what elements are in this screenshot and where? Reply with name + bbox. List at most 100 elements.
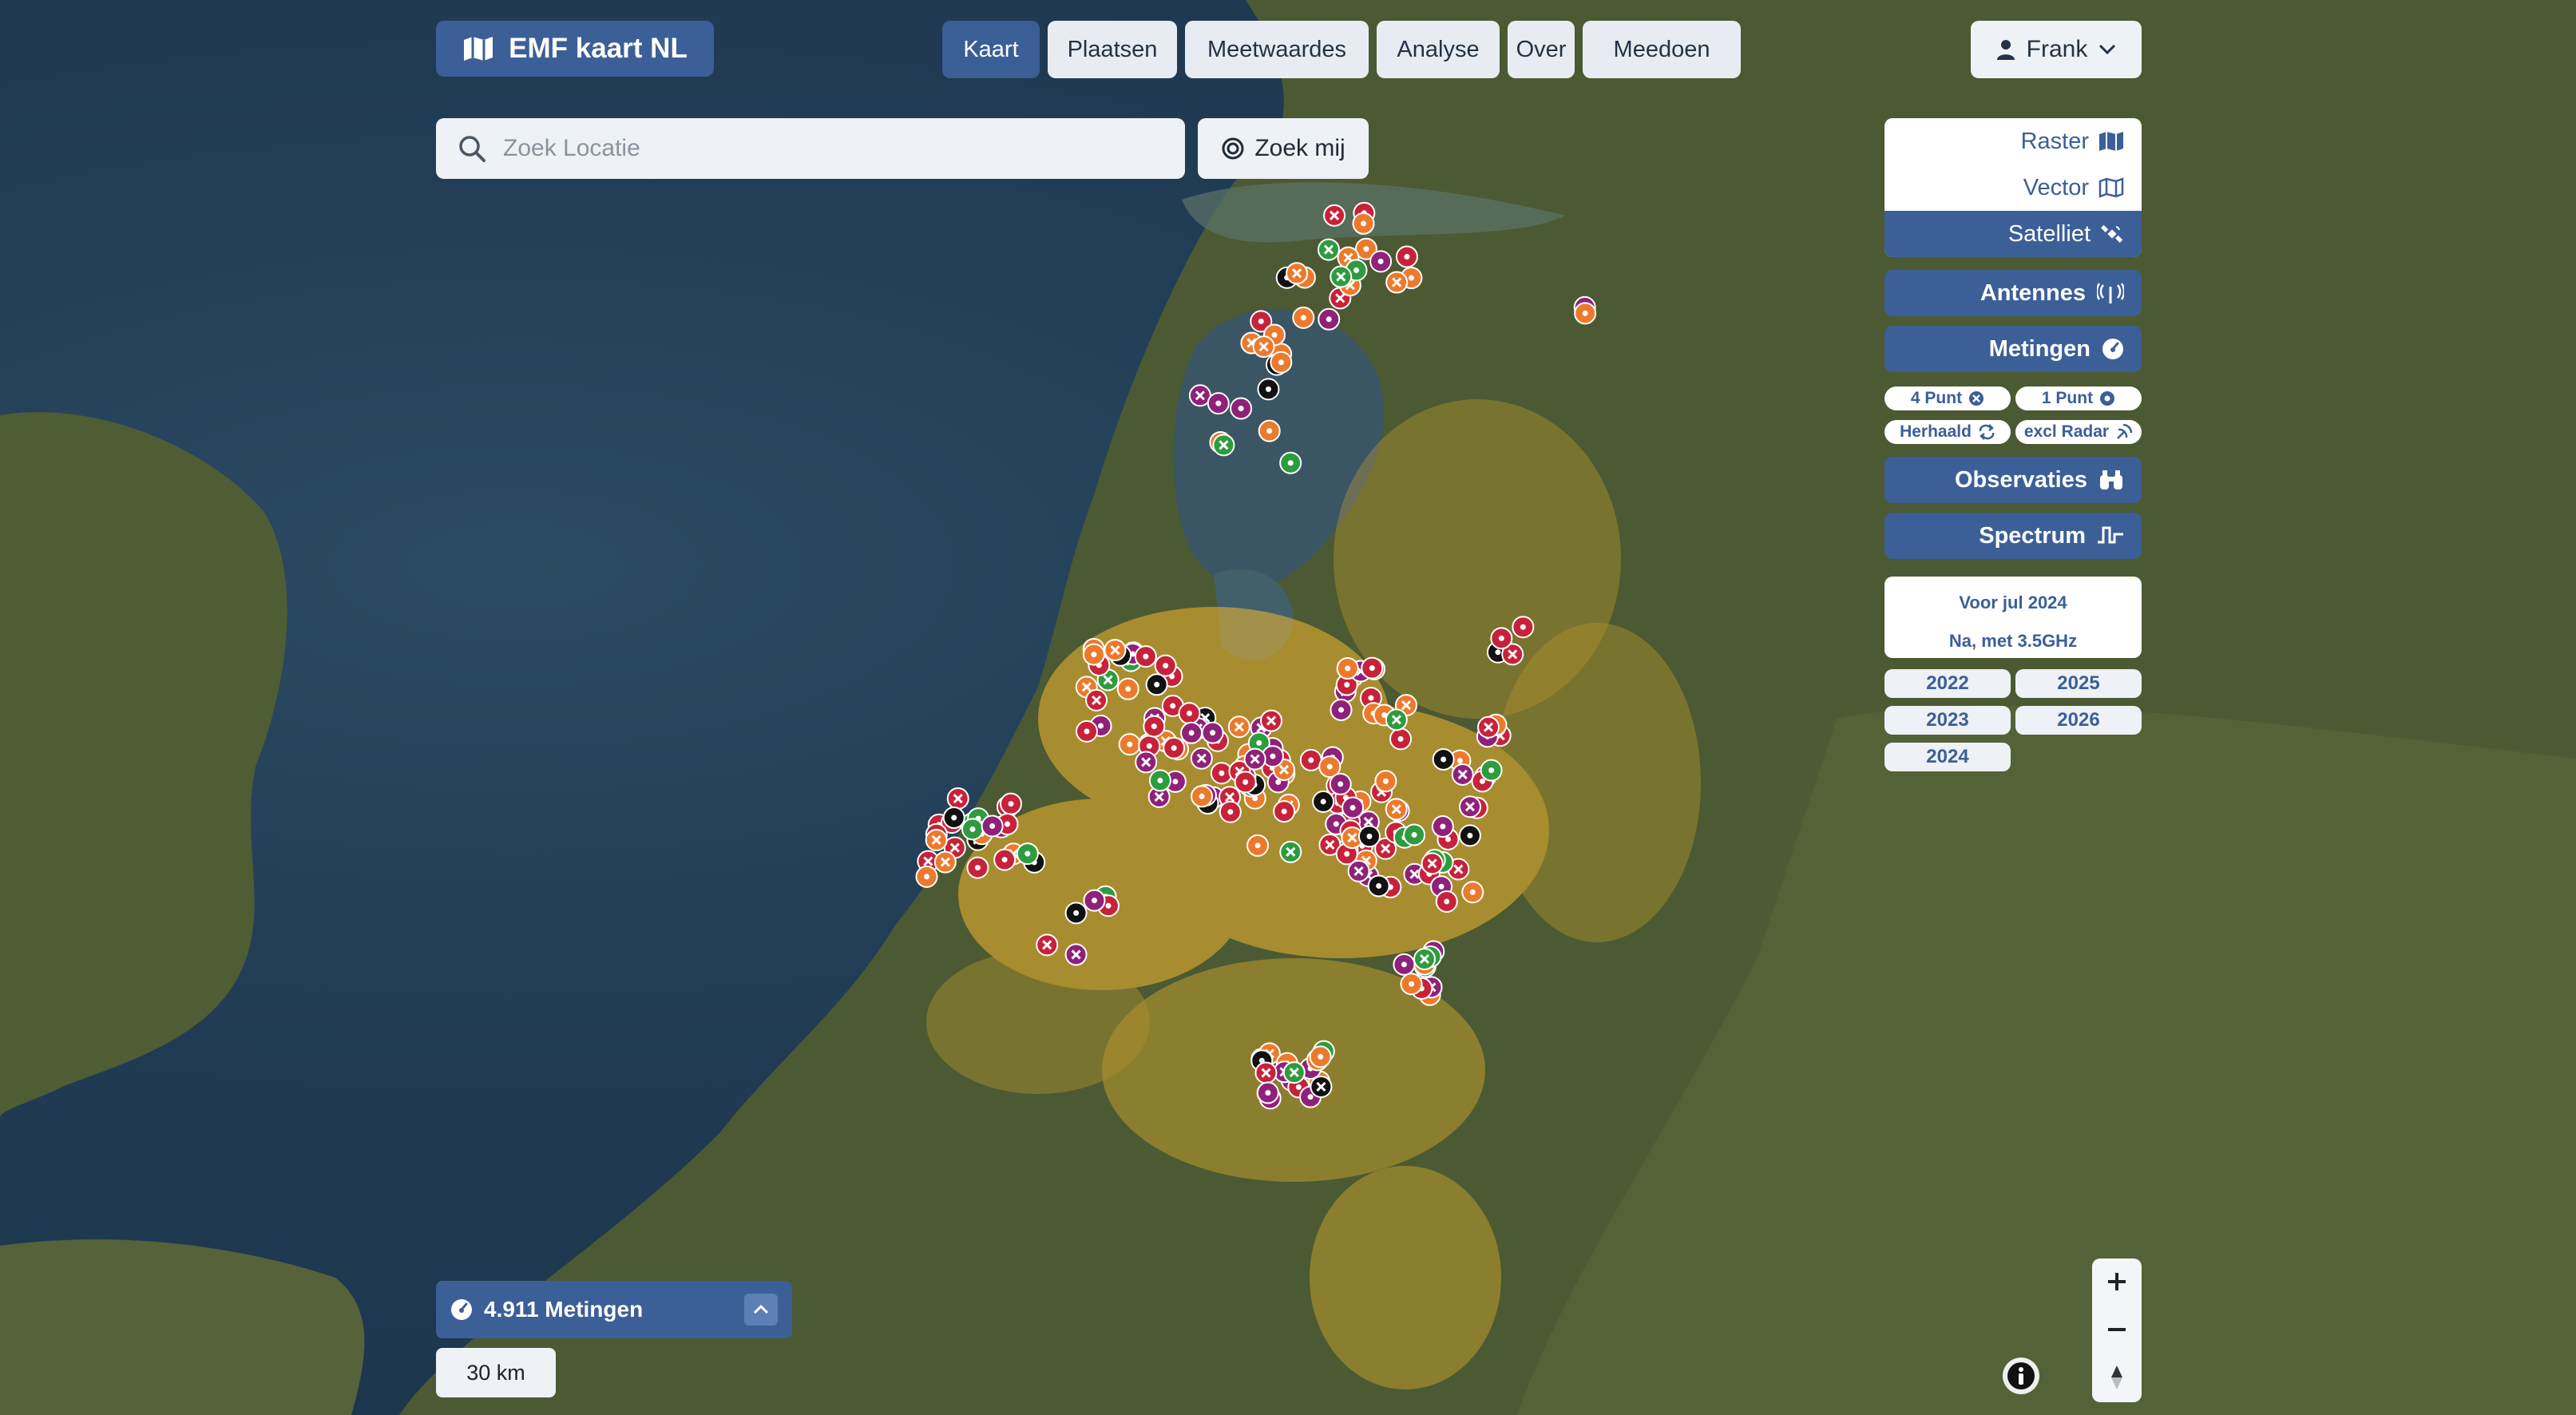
measurement-marker[interactable] [1282, 1061, 1306, 1084]
compass-button[interactable] [2092, 1354, 2142, 1401]
measurement-marker[interactable] [1451, 763, 1474, 786]
nav-meetwaardes[interactable]: Meetwaardes [1185, 21, 1369, 78]
year-2025[interactable]: 2025 [2015, 669, 2142, 698]
measurement-marker[interactable] [1064, 902, 1088, 925]
measurement-marker[interactable] [1310, 1075, 1333, 1098]
measurement-marker[interactable] [1421, 852, 1444, 875]
year-2022[interactable]: 2022 [1884, 669, 2011, 698]
measurement-marker[interactable] [1082, 643, 1105, 666]
measurement-marker[interactable] [1461, 881, 1484, 904]
measurement-marker[interactable] [1329, 772, 1352, 795]
info-button[interactable] [2003, 1358, 2039, 1394]
measurement-marker[interactable] [915, 865, 938, 888]
measurement-marker[interactable] [1279, 451, 1302, 474]
measurement-marker[interactable] [1286, 262, 1309, 285]
measurement-marker[interactable] [1458, 795, 1481, 818]
measurement-marker[interactable] [1318, 755, 1342, 779]
measurement-marker[interactable] [1336, 657, 1359, 680]
basemap-raster[interactable]: Raster [1884, 118, 2142, 164]
measurement-marker[interactable] [1299, 748, 1322, 771]
measurement-marker[interactable] [1385, 708, 1408, 731]
measurement-marker[interactable] [1143, 715, 1166, 738]
basemap-vector[interactable]: Vector [1884, 164, 2142, 211]
zoom-in-button[interactable] [2092, 1258, 2142, 1305]
measurement-marker[interactable] [1490, 627, 1513, 650]
filter-4-punt[interactable]: 4 Punt [1884, 386, 2011, 410]
measurement-marker[interactable] [1118, 733, 1141, 756]
measurement-marker[interactable] [1512, 616, 1535, 639]
measurement-marker[interactable] [1480, 759, 1503, 782]
measurement-marker[interactable] [1201, 721, 1224, 744]
measurement-marker[interactable] [1374, 837, 1397, 860]
measurement-marker[interactable] [1148, 769, 1171, 792]
filter-1-punt[interactable]: 1 Punt [2015, 386, 2142, 410]
measurement-marker[interactable] [1458, 824, 1481, 847]
measurement-marker[interactable] [1385, 271, 1409, 294]
measurement-marker[interactable] [1252, 335, 1275, 359]
measurement-marker[interactable] [1254, 1061, 1278, 1084]
measurement-marker[interactable] [1075, 676, 1098, 699]
measurement-marker[interactable] [1134, 645, 1157, 668]
measurement-marker[interactable] [1270, 351, 1293, 374]
measurement-marker[interactable] [1250, 310, 1273, 333]
measurement-marker[interactable] [1357, 825, 1381, 848]
measurement-marker[interactable] [1318, 833, 1342, 856]
measurement-marker[interactable] [1256, 1081, 1279, 1104]
measurement-marker[interactable] [1501, 643, 1524, 666]
measurement-marker[interactable] [1212, 434, 1235, 457]
measurement-marker[interactable] [1342, 796, 1365, 819]
expand-button[interactable] [744, 1294, 778, 1326]
measurement-marker[interactable] [1163, 736, 1186, 759]
nav-meedoen[interactable]: Meedoen [1583, 21, 1741, 78]
metingen-toggle[interactable]: Metingen [1884, 326, 2142, 372]
measurement-marker[interactable] [1279, 840, 1302, 863]
measurement-marker[interactable] [1374, 770, 1397, 793]
measurement-marker[interactable] [1330, 698, 1353, 721]
basemap-satelliet[interactable]: Satelliet [1884, 211, 2142, 257]
measurement-marker[interactable] [1317, 238, 1340, 261]
antennes-toggle[interactable]: Antennes [1884, 270, 2142, 316]
year-2026[interactable]: 2026 [2015, 706, 2142, 735]
measurement-marker[interactable] [981, 815, 1004, 838]
measurement-marker[interactable] [1219, 800, 1242, 823]
measurement-marker[interactable] [1341, 826, 1364, 850]
measurement-marker[interactable] [1329, 287, 1352, 310]
measurement-marker[interactable] [1432, 747, 1455, 771]
measurement-marker[interactable] [1435, 890, 1458, 913]
measurement-marker[interactable] [1104, 639, 1127, 662]
nav-analyse[interactable]: Analyse [1377, 21, 1500, 78]
measurement-marker[interactable] [946, 787, 969, 811]
measurement-marker[interactable] [1178, 702, 1201, 725]
measurement-marker[interactable] [1330, 265, 1353, 288]
search-input[interactable] [503, 135, 1142, 162]
measurement-marker[interactable] [1369, 250, 1393, 273]
measurement-marker[interactable] [1389, 727, 1413, 751]
measurement-marker[interactable] [1036, 933, 1059, 957]
observaties-toggle[interactable]: Observaties [1884, 457, 2142, 503]
measurement-marker[interactable] [1292, 306, 1315, 329]
year-2024[interactable]: 2024 [1884, 743, 2011, 771]
measurement-marker[interactable] [1145, 673, 1168, 696]
measurement-marker[interactable] [1234, 771, 1257, 794]
measurement-marker[interactable] [1246, 834, 1270, 857]
measurement-marker[interactable] [1083, 889, 1106, 912]
measurement-marker[interactable] [1574, 302, 1597, 325]
brand-button[interactable]: EMF kaart NL [436, 21, 714, 77]
date-filter[interactable]: Voor jul 2024 Na, met 3.5GHz [1884, 577, 2142, 658]
measurement-marker[interactable] [1016, 842, 1039, 866]
measurement-marker[interactable] [933, 850, 957, 874]
measurement-marker[interactable] [1260, 709, 1283, 732]
measurement-marker[interactable] [1085, 688, 1108, 711]
zoom-out-button[interactable] [2092, 1306, 2142, 1353]
measurement-marker[interactable] [1476, 715, 1500, 739]
measurement-marker[interactable] [1347, 859, 1370, 882]
measurement-marker[interactable] [1064, 943, 1088, 966]
measurement-marker[interactable] [999, 792, 1022, 815]
measurement-marker[interactable] [1395, 245, 1418, 268]
find-me-button[interactable]: Zoek mij [1198, 118, 1369, 179]
measurement-marker[interactable] [1180, 721, 1203, 744]
measurement-marker[interactable] [1154, 654, 1177, 677]
measurement-marker[interactable] [1385, 798, 1408, 821]
